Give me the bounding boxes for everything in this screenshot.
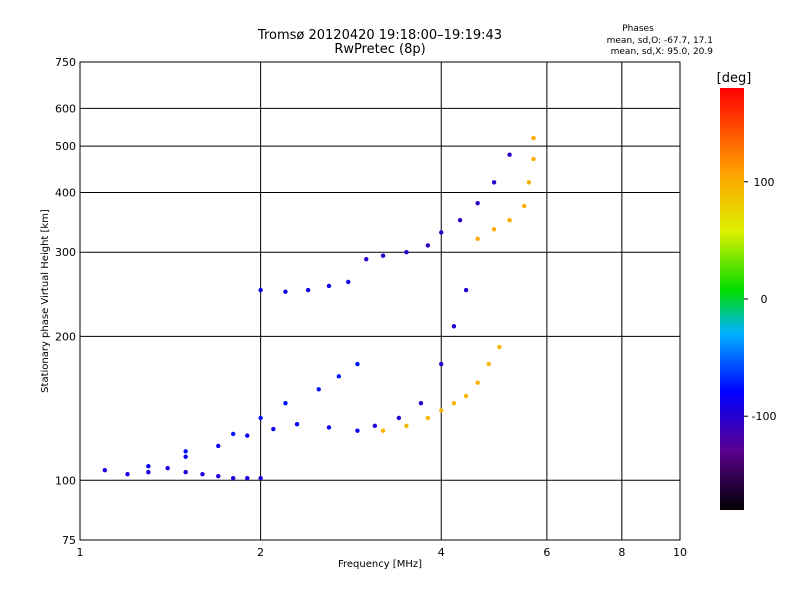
y-tick-label: 400 — [55, 186, 76, 199]
trace-point — [146, 464, 151, 469]
plot-frame — [79, 61, 681, 541]
stats-heading: Phases — [622, 24, 654, 34]
trace-point — [418, 400, 424, 406]
trace-point — [475, 200, 480, 206]
trace-point — [258, 476, 263, 481]
trace-point — [491, 227, 497, 232]
colorbar-tick-label: 100 — [754, 176, 775, 189]
trace-point — [507, 218, 512, 223]
trace-point — [396, 415, 402, 421]
trace-point — [380, 428, 386, 433]
y-tick-label: 300 — [55, 246, 76, 259]
trace-point — [216, 443, 221, 449]
y-tick-label: 750 — [55, 56, 76, 69]
trace-point — [258, 287, 263, 293]
colorbar-label: [deg] — [717, 71, 752, 86]
trace-point — [439, 361, 444, 367]
x-tick-label: 2 — [257, 546, 264, 559]
trace-point — [326, 425, 332, 430]
trace-point — [305, 287, 311, 293]
x-tick-label: 6 — [543, 546, 550, 559]
trace-point — [491, 180, 497, 185]
trace-point — [463, 287, 469, 293]
trace-point — [497, 344, 502, 350]
trace-point — [425, 243, 431, 248]
trace-point — [102, 467, 108, 473]
trace-point — [216, 473, 221, 479]
trace-point — [355, 428, 360, 433]
grid-lines — [80, 62, 680, 540]
colorbar — [720, 88, 744, 510]
trace-point — [404, 250, 409, 255]
chart-subtitle: RwPretec (8p) — [334, 42, 425, 57]
trace-point — [336, 374, 342, 379]
y-tick-label: 75 — [62, 534, 76, 547]
trace-point — [146, 469, 151, 475]
trace-point — [183, 449, 188, 454]
trace-point — [283, 289, 288, 294]
x-axis-label: Frequency [MHz] — [338, 559, 422, 570]
trace-point — [463, 393, 469, 399]
trace-point — [245, 433, 250, 438]
x-tick-label: 10 — [673, 546, 687, 559]
trace-point — [183, 454, 188, 459]
trace-point — [258, 415, 263, 421]
trace-point — [125, 471, 130, 477]
trace-point — [439, 408, 444, 413]
trace-point — [355, 361, 360, 367]
trace-point — [457, 218, 463, 223]
trace-point — [294, 422, 300, 427]
colorbar-ticks: 100 0 -100 — [744, 176, 776, 423]
trace-point — [475, 380, 480, 385]
trace-point — [230, 431, 236, 437]
trace-point — [425, 415, 431, 421]
trace-point — [451, 400, 457, 406]
colorbar-tick-label: -100 — [752, 410, 777, 423]
trace-point — [165, 465, 170, 471]
stats-x-line: mean, sd,X: 95.0, 20.9 — [611, 47, 714, 57]
chart-title: Tromsø 20120420 19:18:00–19:19:43 — [257, 28, 502, 43]
trace-point — [380, 253, 386, 258]
trace-point — [475, 236, 480, 242]
trace-point — [283, 400, 288, 406]
x-tick-label: 8 — [618, 546, 625, 559]
y-tick-label: 200 — [55, 330, 76, 343]
trace-point — [451, 324, 457, 329]
trace-point — [230, 476, 236, 481]
trace-point — [522, 203, 527, 209]
trace-point — [531, 135, 536, 141]
trace-point — [316, 387, 321, 392]
y-axis-label: Stationary phase Virtual Height [km] — [40, 209, 51, 393]
trace-point — [486, 361, 491, 367]
trace-point — [372, 423, 378, 429]
trace-point — [346, 279, 351, 285]
trace-point — [200, 471, 205, 477]
axis-ticks: 1 2 4 6 8 10 75 100 200 300 400 500 600 750 — [55, 56, 687, 559]
data-points — [102, 135, 536, 481]
trace-point — [364, 257, 369, 262]
trace-point — [183, 469, 188, 475]
trace-point — [507, 152, 512, 157]
y-tick-label: 500 — [55, 140, 76, 153]
y-tick-label: 100 — [55, 474, 76, 487]
x-tick-label: 4 — [438, 546, 445, 559]
trace-point — [526, 180, 532, 185]
y-tick-label: 600 — [55, 102, 76, 115]
trace-point — [439, 230, 444, 235]
trace-point — [531, 156, 536, 162]
trace-point — [326, 283, 332, 289]
trace-point — [245, 476, 250, 481]
trace-point — [404, 423, 409, 429]
stats-o-line: mean, sd,O: -67.7, 17.1 — [607, 36, 713, 46]
trace-point — [271, 426, 276, 432]
colorbar-tick-label: 0 — [761, 293, 768, 306]
x-tick-label: 1 — [77, 546, 84, 559]
